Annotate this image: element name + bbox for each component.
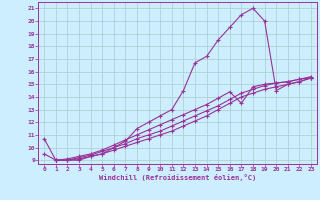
X-axis label: Windchill (Refroidissement éolien,°C): Windchill (Refroidissement éolien,°C) [99,174,256,181]
